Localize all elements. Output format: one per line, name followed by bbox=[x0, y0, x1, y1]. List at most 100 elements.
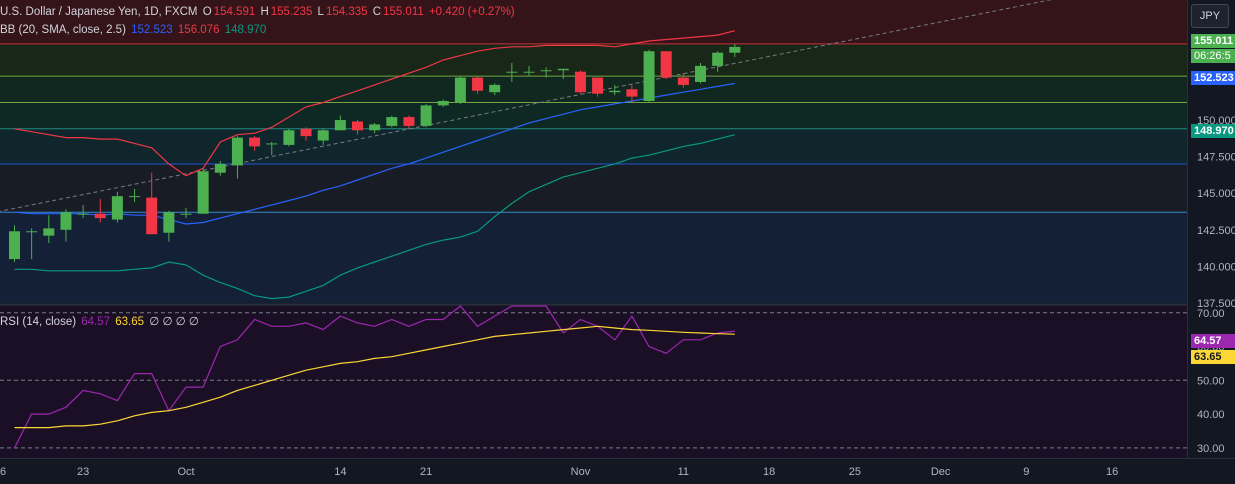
level-zone bbox=[0, 212, 1187, 303]
currency-button[interactable]: JPY bbox=[1191, 4, 1229, 28]
candle-body bbox=[129, 196, 141, 198]
bb-mid-value: 152.523 bbox=[131, 24, 173, 36]
candle-body bbox=[9, 231, 20, 260]
change-value: +0.420 (+0.27%) bbox=[428, 6, 515, 18]
trend-line bbox=[0, 0, 1052, 212]
rsi-line bbox=[13, 305, 735, 449]
candle-body bbox=[334, 120, 346, 131]
symbol-legend: U.S. Dollar / Japanese Yen, 1D, FXCM O 15… bbox=[0, 6, 517, 18]
open-value: 154.591 bbox=[213, 6, 256, 18]
candle-body bbox=[180, 213, 192, 215]
candle-body bbox=[231, 137, 243, 166]
candle-body bbox=[626, 89, 638, 97]
time-tick-label: 25 bbox=[849, 466, 861, 478]
candle-body bbox=[660, 51, 672, 78]
candle-body bbox=[163, 212, 175, 233]
rsi-extra: ∅ ∅ ∅ ∅ bbox=[149, 316, 199, 328]
open-label: O bbox=[202, 6, 212, 18]
rsi-tick-label: 30.00 bbox=[1197, 443, 1225, 455]
candle-body bbox=[300, 128, 312, 137]
rsi-tick-label: 40.00 bbox=[1197, 409, 1225, 421]
bb-label: BB (20, SMA, close, 2.5) bbox=[0, 24, 126, 36]
rsi-pane-bg bbox=[0, 306, 1187, 458]
close-value: 155.011 bbox=[383, 6, 424, 18]
bb-lower-tag: 148.970 bbox=[1191, 124, 1235, 138]
candle-body bbox=[557, 68, 569, 71]
candle-body bbox=[729, 46, 741, 53]
candle-body bbox=[540, 70, 552, 72]
bb-upper-value: 156.076 bbox=[177, 24, 220, 36]
candle-body bbox=[695, 65, 706, 82]
time-tick-label: Dec bbox=[931, 466, 951, 478]
candle-body bbox=[214, 163, 226, 173]
time-tick-label: 11 bbox=[678, 466, 689, 478]
candle-body bbox=[403, 117, 415, 126]
candle-body bbox=[352, 121, 363, 131]
rsi-label: RSI (14, close) bbox=[0, 316, 77, 328]
low-value: 154.335 bbox=[325, 6, 368, 18]
time-tick-label: 21 bbox=[420, 466, 432, 478]
time-tick-label: 18 bbox=[763, 466, 775, 478]
price-tick-label: 140.000 bbox=[1197, 261, 1235, 273]
candle-body bbox=[26, 231, 38, 233]
candle-body bbox=[472, 77, 484, 91]
candle-body bbox=[77, 213, 89, 215]
bb-upper-line bbox=[14, 30, 735, 177]
low-label: L bbox=[317, 6, 324, 18]
candle-body bbox=[677, 77, 689, 85]
price-tick-label: 142.500 bbox=[1197, 225, 1235, 237]
rsi-tick-label: 70.00 bbox=[1197, 308, 1225, 320]
candle-body bbox=[283, 130, 295, 145]
candle-body bbox=[249, 137, 261, 147]
bb-legend: BB (20, SMA, close, 2.5) 152.523 156.076… bbox=[0, 24, 268, 36]
bb-mid-tag: 152.523 bbox=[1191, 71, 1235, 85]
rsi-ma-value: 63.65 bbox=[115, 316, 145, 328]
last-price-tag: 155.011 bbox=[1191, 34, 1235, 48]
candle-body bbox=[60, 212, 72, 230]
candle-body bbox=[454, 77, 466, 103]
rsi-tick-label: 50.00 bbox=[1197, 375, 1225, 387]
candle-body bbox=[266, 143, 278, 145]
candle-body bbox=[146, 197, 158, 235]
time-tick-label: Oct bbox=[177, 466, 194, 478]
high-label: H bbox=[260, 6, 269, 18]
symbol-title: U.S. Dollar / Japanese Yen, 1D, FXCM bbox=[0, 6, 198, 18]
close-label: C bbox=[372, 6, 382, 18]
candle-body bbox=[712, 52, 724, 66]
level-zone bbox=[0, 128, 1187, 164]
candle-body bbox=[420, 105, 432, 126]
rsi-ma-tag: 63.65 bbox=[1191, 350, 1235, 364]
candle-body bbox=[592, 77, 604, 94]
time-tick-label: 9 bbox=[1023, 466, 1029, 478]
candle-body bbox=[197, 171, 209, 214]
level-zone bbox=[0, 102, 1187, 129]
candle-body bbox=[94, 213, 106, 219]
candle-body bbox=[643, 51, 655, 101]
candle-body bbox=[506, 71, 518, 73]
bb-lower-value: 148.970 bbox=[224, 24, 267, 36]
rsi-tag: 64.57 bbox=[1191, 334, 1235, 348]
candle-body bbox=[317, 130, 329, 141]
level-zone bbox=[0, 0, 1187, 44]
candle-body bbox=[111, 196, 123, 220]
time-tick-label: 14 bbox=[334, 466, 346, 478]
candle-body bbox=[386, 117, 398, 126]
rsi-legend: RSI (14, close) 64.57 63.65 ∅ ∅ ∅ ∅ bbox=[0, 314, 201, 328]
price-tick-label: 145.000 bbox=[1197, 188, 1235, 200]
candle-body bbox=[489, 84, 501, 93]
time-tick-label: 6 bbox=[0, 466, 6, 478]
bb-mid-line bbox=[14, 82, 735, 225]
candle-body bbox=[574, 71, 586, 93]
rsi-ma-line bbox=[14, 325, 735, 429]
time-tick-label: 23 bbox=[77, 466, 89, 478]
rsi-value: 64.57 bbox=[81, 316, 111, 328]
price-tick-label: 137.500 bbox=[1197, 298, 1235, 310]
time-tick-label: 16 bbox=[1106, 466, 1118, 478]
level-zone bbox=[0, 163, 1187, 213]
candle-body bbox=[43, 228, 55, 236]
level-zone bbox=[0, 43, 1187, 77]
time-tick-label: Nov bbox=[571, 466, 591, 478]
candle-body bbox=[609, 90, 621, 93]
candle-body bbox=[523, 71, 535, 73]
